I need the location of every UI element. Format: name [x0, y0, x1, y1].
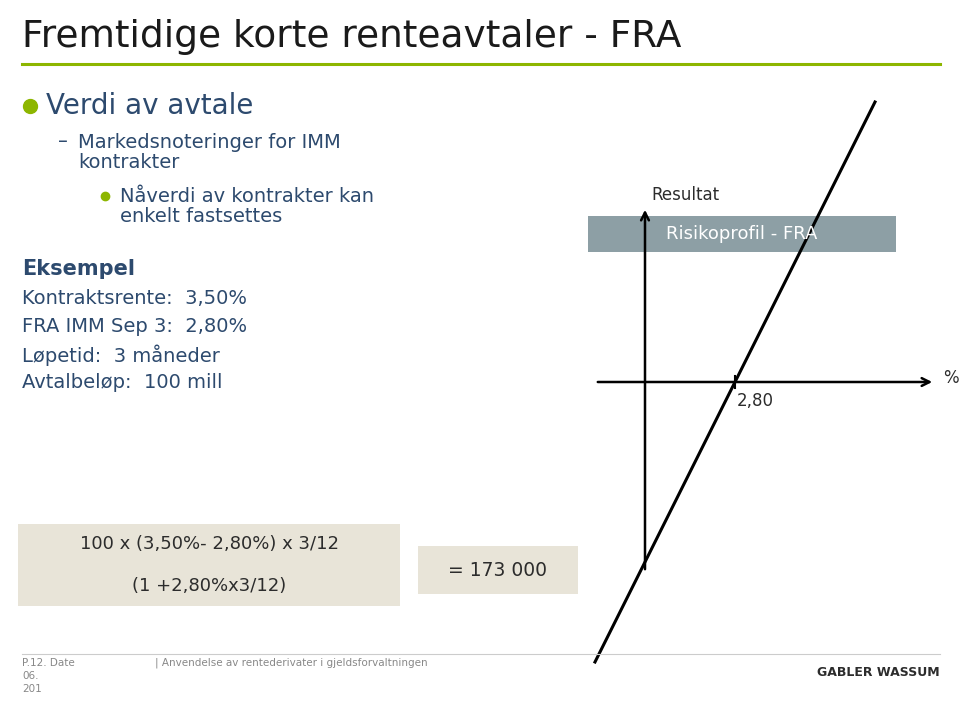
- Text: 2,80: 2,80: [737, 392, 774, 410]
- FancyBboxPatch shape: [418, 546, 578, 594]
- Text: Avtalbeløp:  100 mill: Avtalbeløp: 100 mill: [22, 373, 223, 392]
- Text: = 173 000: = 173 000: [448, 560, 547, 580]
- Text: FRA IMM Sep 3:  2,80%: FRA IMM Sep 3: 2,80%: [22, 317, 247, 336]
- Text: Eksempel: Eksempel: [22, 259, 135, 279]
- Text: GABLER WASSUM: GABLER WASSUM: [817, 666, 940, 679]
- Text: Nåverdi av kontrakter kan: Nåverdi av kontrakter kan: [120, 186, 374, 206]
- FancyBboxPatch shape: [588, 216, 896, 252]
- Text: Fremtidige korte renteavtaler - FRA: Fremtidige korte renteavtaler - FRA: [22, 19, 682, 55]
- Text: Risikoprofil - FRA: Risikoprofil - FRA: [666, 225, 818, 243]
- Text: Løpetid:  3 måneder: Løpetid: 3 måneder: [22, 345, 220, 366]
- Text: %: %: [943, 369, 959, 387]
- Text: –: –: [58, 133, 68, 151]
- Text: | Anvendelse av rentederivater i gjeldsforvaltningen: | Anvendelse av rentederivater i gjeldsf…: [155, 658, 427, 668]
- Text: enkelt fastsettes: enkelt fastsettes: [120, 206, 282, 226]
- Text: Resultat: Resultat: [651, 186, 719, 204]
- Text: P.12. Date
06.
201: P.12. Date 06. 201: [22, 658, 75, 695]
- Text: (1 +2,80%x3/12): (1 +2,80%x3/12): [132, 577, 286, 595]
- FancyBboxPatch shape: [18, 524, 400, 606]
- Text: Markedsnoteringer for IMM: Markedsnoteringer for IMM: [78, 133, 341, 151]
- Text: Kontraktsrente:  3,50%: Kontraktsrente: 3,50%: [22, 289, 247, 308]
- Text: 100 x (3,50%- 2,80%) x 3/12: 100 x (3,50%- 2,80%) x 3/12: [80, 535, 339, 553]
- Text: kontrakter: kontrakter: [78, 153, 180, 171]
- Text: Verdi av avtale: Verdi av avtale: [46, 92, 253, 120]
